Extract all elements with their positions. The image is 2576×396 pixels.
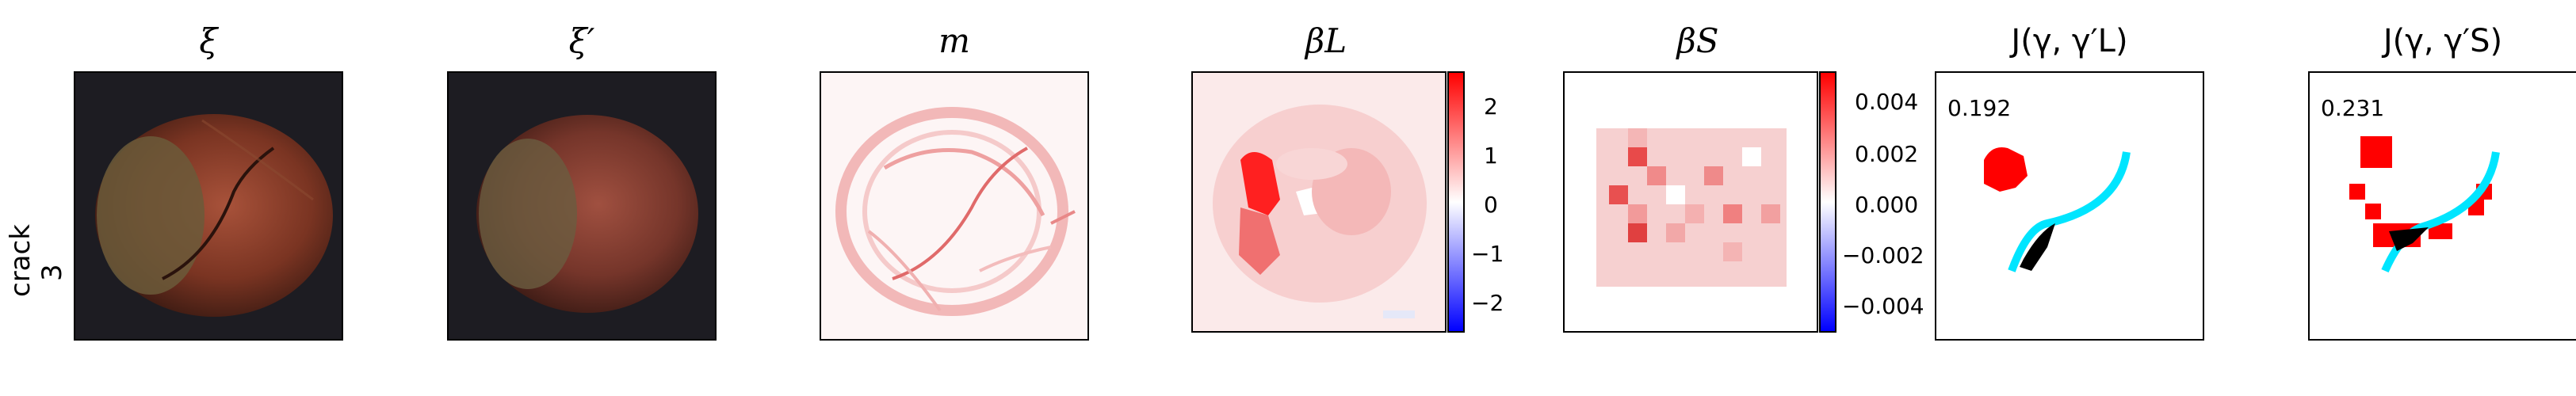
- colorbar-beta-l-tick: 2: [1484, 93, 1498, 120]
- panel-xi-prime-image: [447, 71, 717, 341]
- title-j-l: J(γ, γ′L): [2011, 23, 2128, 59]
- colorbar-beta-l-tick: −1: [1471, 241, 1504, 267]
- colorbar-beta-l-tick: 1: [1484, 143, 1498, 169]
- score-s: 0.231: [2321, 95, 2385, 121]
- panel-beta-s-map: [1563, 71, 1818, 333]
- beta-l-heatmap: [1193, 73, 1445, 331]
- score-l: 0.192: [1947, 95, 2012, 121]
- hazelnut-crack-image: [95, 114, 333, 317]
- difference-map: [835, 107, 1076, 316]
- beta-s-heatmap: [1565, 73, 1817, 331]
- colorbar-beta-s-tick: −0.002: [1842, 242, 1924, 268]
- colorbar-beta-s-tick: 0.000: [1855, 192, 1919, 218]
- title-m: m: [938, 21, 970, 60]
- panel-j-s-overlap: 0.231: [2308, 71, 2576, 341]
- panel-j-l-overlap: 0.192: [1935, 71, 2204, 341]
- title-xi-prime: ξ′: [568, 21, 595, 60]
- panel-m-map: [820, 71, 1089, 341]
- title-xi: ξ: [199, 21, 218, 60]
- hazelnut-reconstruction-image: [476, 115, 698, 313]
- overlap-map-s: [2349, 136, 2500, 273]
- colorbar-beta-s-tick: 0.002: [1855, 141, 1919, 167]
- colorbar-beta-s-tick: 0.004: [1855, 89, 1919, 115]
- row-label: crack 3: [5, 178, 68, 297]
- colorbar-beta-l-tick: 0: [1484, 192, 1498, 218]
- title-beta-l: βL: [1305, 21, 1347, 60]
- panel-xi-image: [74, 71, 343, 341]
- colorbar-beta-l-tick: −2: [1471, 290, 1504, 316]
- row-label-line2: 3: [36, 264, 68, 281]
- colorbar-beta-s-tick: −0.004: [1842, 293, 1924, 319]
- colorbar-beta-l: [1447, 71, 1465, 333]
- overlap-map-l: [1984, 147, 2131, 272]
- colorbar-beta-s: [1819, 71, 1836, 333]
- row-label-line1: crack: [5, 224, 36, 297]
- title-j-s: J(γ, γ′S): [2383, 23, 2503, 59]
- title-beta-s: βS: [1676, 21, 1719, 60]
- panel-beta-l-map: [1191, 71, 1447, 333]
